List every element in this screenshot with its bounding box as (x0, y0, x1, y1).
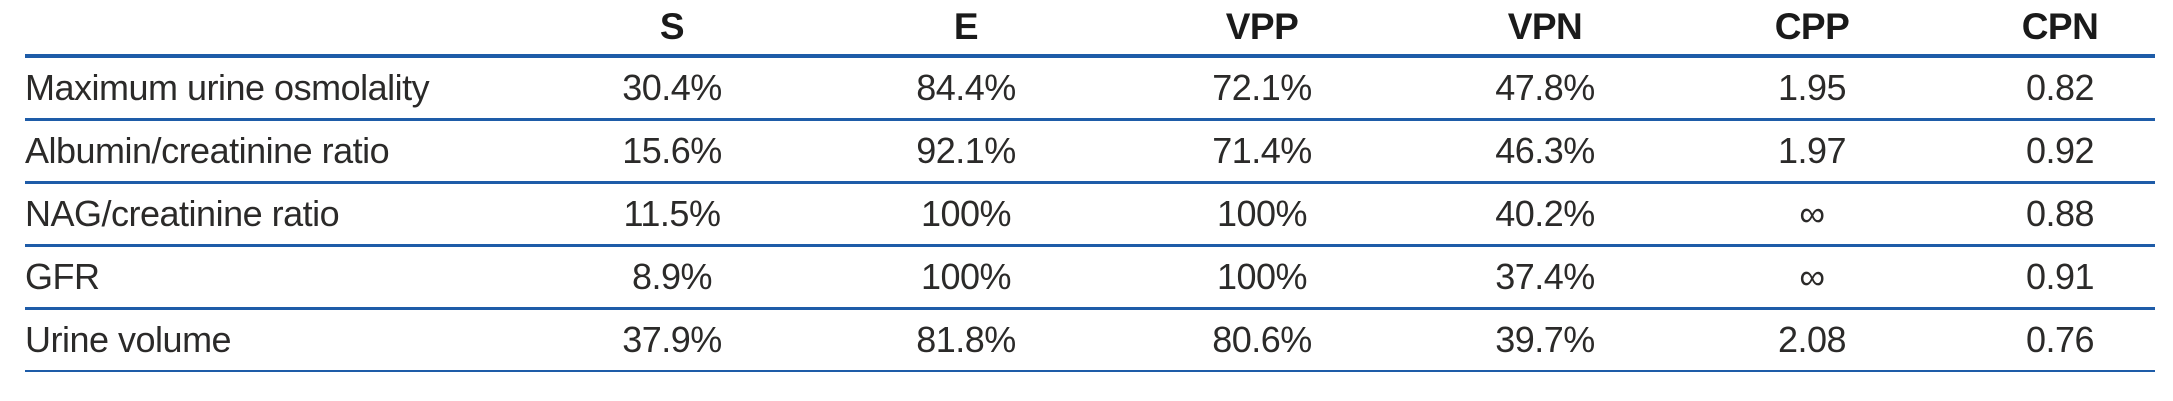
value-cell: 100% (839, 182, 1093, 247)
value-cell: 0.91 (1965, 245, 2155, 310)
row-label: Urine volume (25, 308, 505, 372)
value-cell: 2.08 (1659, 308, 1965, 372)
column-header-empty (25, 0, 505, 58)
value-cell: 84.4% (839, 56, 1093, 121)
table-row: Urine volume 37.9% 81.8% 80.6% 39.7% 2.0… (25, 308, 2155, 372)
value-cell infinity-value: ∞ (1659, 245, 1965, 310)
value-cell: 100% (1093, 182, 1431, 247)
column-header-e: E (839, 0, 1093, 58)
value-cell: 46.3% (1431, 119, 1659, 184)
row-label: NAG/creatinine ratio (25, 182, 505, 247)
value-cell: 0.92 (1965, 119, 2155, 184)
value-cell: 92.1% (839, 119, 1093, 184)
table-row: GFR 8.9% 100% 100% 37.4% ∞ 0.91 (25, 245, 2155, 310)
table-row: Albumin/creatinine ratio 15.6% 92.1% 71.… (25, 119, 2155, 184)
header-row: S E VPP VPN CPP CPN (25, 0, 2155, 58)
value-cell: 39.7% (1431, 308, 1659, 372)
value-cell: 100% (839, 245, 1093, 310)
value-cell: 1.97 (1659, 119, 1965, 184)
value-cell: 30.4% (505, 56, 839, 121)
table-row: Maximum urine osmolality 30.4% 84.4% 72.… (25, 56, 2155, 121)
value-cell: 1.95 (1659, 56, 1965, 121)
value-cell: 8.9% (505, 245, 839, 310)
value-cell: 0.88 (1965, 182, 2155, 247)
value-cell: 47.8% (1431, 56, 1659, 121)
table-row: NAG/creatinine ratio 11.5% 100% 100% 40.… (25, 182, 2155, 247)
value-cell: 0.82 (1965, 56, 2155, 121)
value-cell: 80.6% (1093, 308, 1431, 372)
value-cell infinity-value: ∞ (1659, 182, 1965, 247)
column-header-s: S (505, 0, 839, 58)
value-cell: 37.4% (1431, 245, 1659, 310)
table-container: S E VPP VPN CPP CPN Maximum urine osmola… (25, 0, 2155, 372)
column-header-cpn: CPN (1965, 0, 2155, 58)
value-cell: 15.6% (505, 119, 839, 184)
row-label: Maximum urine osmolality (25, 56, 505, 121)
column-header-cpp: CPP (1659, 0, 1965, 58)
value-cell: 37.9% (505, 308, 839, 372)
value-cell: 0.76 (1965, 308, 2155, 372)
column-header-vpp: VPP (1093, 0, 1431, 58)
value-cell: 11.5% (505, 182, 839, 247)
value-cell: 81.8% (839, 308, 1093, 372)
value-cell: 71.4% (1093, 119, 1431, 184)
value-cell: 40.2% (1431, 182, 1659, 247)
column-header-vpn: VPN (1431, 0, 1659, 58)
value-cell: 72.1% (1093, 56, 1431, 121)
row-label: GFR (25, 245, 505, 310)
value-cell: 100% (1093, 245, 1431, 310)
row-label: Albumin/creatinine ratio (25, 119, 505, 184)
diagnostic-metrics-table: S E VPP VPN CPP CPN Maximum urine osmola… (25, 0, 2155, 372)
